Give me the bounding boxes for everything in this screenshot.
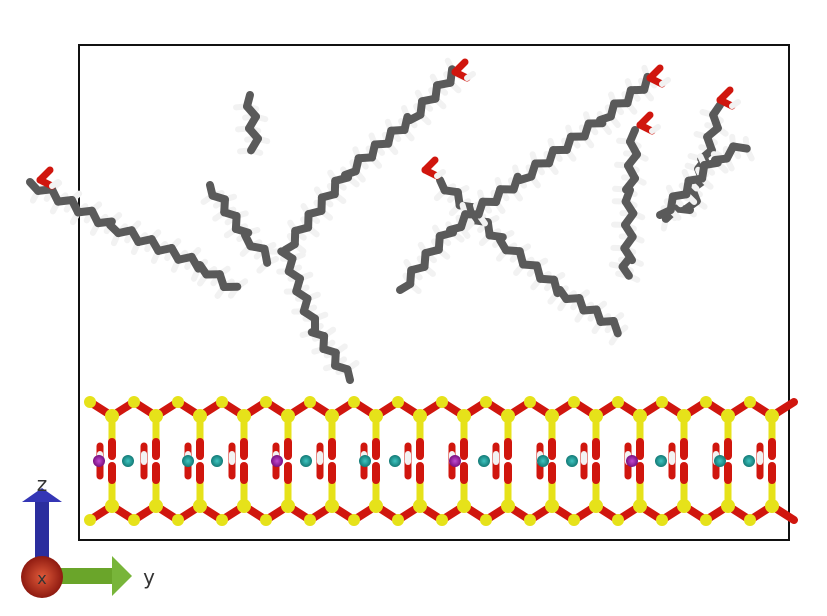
x-axis-label: x (37, 569, 46, 588)
silicon-atom (700, 396, 712, 408)
y-axis-arrowhead (112, 556, 132, 596)
silicon-atom (480, 514, 492, 526)
z-axis-arrow (35, 500, 49, 572)
hydroxyl-hydrogen (729, 99, 741, 109)
fatty-acid (396, 64, 671, 295)
silicon-atom (304, 514, 316, 526)
sodium-ion (93, 455, 105, 467)
fatty-acid (268, 57, 476, 384)
calcium-ion (389, 455, 401, 467)
silicon-atom (436, 396, 448, 408)
silicon-atom (392, 514, 404, 526)
simulation-box (78, 44, 790, 541)
silicon-atom (260, 514, 272, 526)
calcium-ion (211, 455, 223, 467)
calcium-ion (537, 455, 549, 467)
silicon-atom (524, 396, 536, 408)
hydroxyl-hydrogen (49, 179, 61, 189)
hydroxyl-hydrogen (464, 71, 476, 81)
silicon-atom (612, 514, 624, 526)
calcium-ion (655, 455, 667, 467)
silicon-atom (568, 514, 580, 526)
silicon-atom (700, 514, 712, 526)
hydroxyl-hydrogen (659, 77, 671, 87)
y-axis-label: y (143, 565, 155, 589)
carbon-bond (609, 316, 622, 338)
silicon-atom (392, 396, 404, 408)
calcium-ion (478, 455, 490, 467)
x-axis-arrow (21, 556, 63, 598)
carbon-bond (247, 134, 262, 155)
silicon-atom (656, 396, 668, 408)
fatty-acid (608, 111, 661, 283)
silicon-atom (216, 396, 228, 408)
calcium-ion (566, 455, 578, 467)
calcium-ion (359, 455, 371, 467)
hydroxyl-hydrogen (434, 169, 446, 179)
silicon-atom (172, 514, 184, 526)
fatty-acid (656, 133, 755, 221)
calcium-ion (743, 455, 755, 467)
carbon-bond (618, 262, 633, 280)
z-axis-label: z (37, 472, 48, 496)
silicon-atom (128, 514, 140, 526)
fatty-acid (233, 91, 271, 156)
fatty-acid-molecules (26, 57, 755, 384)
silicon-atom (304, 396, 316, 408)
axes-triad: z y x (21, 472, 155, 598)
silicon-atom (172, 396, 184, 408)
fatty-acid (200, 181, 280, 274)
sodium-ion (271, 455, 283, 467)
sodium-ion (626, 455, 638, 467)
silicon-atom (216, 514, 228, 526)
carbon-bond (260, 244, 272, 267)
fatty-acid (26, 166, 249, 299)
hydroxyl-hydrogen (649, 124, 661, 134)
silicon-atom (744, 396, 756, 408)
silicon-atom (348, 514, 360, 526)
silicon-atom (612, 396, 624, 408)
silicon-atom (348, 396, 360, 408)
silicon-atom (524, 514, 536, 526)
z-axis-arrowhead (22, 488, 62, 502)
silicon-atom (84, 396, 96, 408)
silicon-atom (260, 396, 272, 408)
calcium-ion (300, 455, 312, 467)
fatty-acid (421, 156, 629, 346)
silicon-atom (436, 514, 448, 526)
sodium-ion (449, 455, 461, 467)
silicon-atom (568, 396, 580, 408)
silica-surface (84, 396, 798, 526)
silicon-atom (656, 514, 668, 526)
silicon-atom (84, 514, 96, 526)
silicon-atom (480, 396, 492, 408)
calcium-ion (122, 455, 134, 467)
silicon-atom (744, 514, 756, 526)
carbon-bond (729, 142, 751, 153)
silicon-atom (128, 396, 140, 408)
calcium-ion (182, 455, 194, 467)
calcium-ion (714, 455, 726, 467)
